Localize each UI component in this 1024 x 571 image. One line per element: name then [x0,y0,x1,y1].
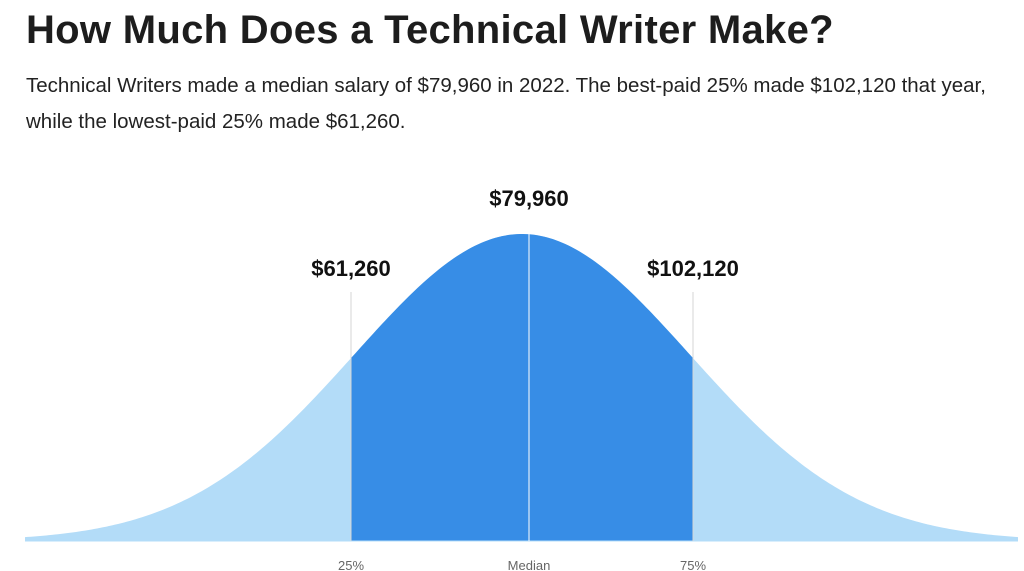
marker-value: $79,960 [489,186,569,211]
marker-value: $102,120 [647,256,739,281]
title: How Much Does a Technical Writer Make? [26,8,834,52]
marker-value: $61,260 [311,256,391,281]
marker-label: 25% [338,558,364,571]
middle-area [351,234,693,541]
marker-label: 75% [680,558,706,571]
marker-label: Median [508,558,551,571]
description: Technical Writers made a median salary o… [26,74,986,133]
